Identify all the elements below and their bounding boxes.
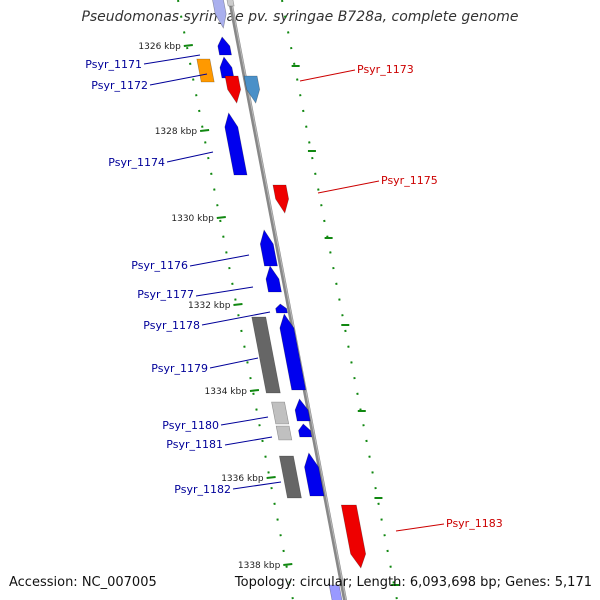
gene-label-psyr-1180: Psyr_1180	[162, 419, 219, 432]
scale-tick-label: 1336 kbp	[221, 474, 264, 484]
gene-arrow-psyr-1174	[224, 112, 248, 176]
gene-label-psyr-1176: Psyr_1176	[131, 259, 188, 272]
gene-arrow-psyr-1175	[272, 184, 289, 214]
scale-tick	[249, 389, 260, 392]
gene-arrow-psyr-1182	[304, 452, 325, 497]
label-leader-psyr-1178	[201, 311, 271, 326]
gene-arrow-psyr-1172	[219, 56, 235, 79]
gene-arrow-psyr-1183	[340, 504, 366, 569]
gene-label-psyr-1178: Psyr_1178	[143, 319, 200, 332]
gene-arrow-psyr-1176	[259, 229, 278, 267]
gene-arrow	[212, 0, 227, 29]
gene-arrow-other	[243, 75, 260, 104]
genome-backbone-highlight	[230, 0, 347, 600]
scale-tick-label: 1328 kbp	[155, 127, 198, 137]
gene-arrow-psyr-1178	[275, 303, 288, 314]
scale-tick-label: 1330 kbp	[171, 214, 214, 224]
scale-tick	[266, 476, 276, 479]
gene-arrow-pseudo	[251, 316, 281, 394]
genome-summary-text: Topology: circular; Length: 6,093,698 bp…	[234, 575, 592, 590]
label-leader-psyr-1180	[220, 416, 269, 426]
label-leader-psyr-1173	[299, 69, 356, 82]
scale-dots-left	[177, 0, 294, 600]
label-leader-psyr-1171	[143, 54, 201, 65]
scale-tick	[216, 216, 226, 219]
label-leader-psyr-1179	[209, 357, 259, 369]
gene-label-psyr-1177: Psyr_1177	[137, 288, 194, 301]
label-leader-psyr-1181	[224, 436, 273, 446]
gene-arrow-psyr-1179	[279, 313, 307, 391]
gene-arrow-psyr-1171	[217, 36, 232, 56]
scale-tick-label: 1334 kbp	[205, 387, 248, 397]
label-leader-psyr-1183	[395, 523, 445, 532]
gene-label-psyr-1179: Psyr_1179	[151, 362, 208, 375]
scale-tick	[199, 129, 210, 132]
accession-text: Accession: NC_007005	[9, 575, 157, 590]
gene-label-psyr-1172: Psyr_1172	[91, 79, 148, 92]
gene-label-psyr-1173: Psyr_1173	[357, 63, 414, 76]
map-title: Pseudomonas syringae pv. syringae B728a,…	[81, 9, 519, 25]
gene-arrow	[226, 0, 235, 7]
label-leader-psyr-1182	[232, 481, 282, 490]
gene-arrow-pseudo	[279, 455, 302, 499]
gene-label-psyr-1182: Psyr_1182	[174, 483, 231, 496]
gene-label-psyr-1171: Psyr_1171	[85, 58, 142, 71]
gene-arrow-rna	[196, 58, 215, 83]
gene-arrow-psyr-1173	[224, 75, 241, 104]
gene-label-psyr-1175: Psyr_1175	[381, 174, 438, 187]
gene-label-psyr-1174: Psyr_1174	[108, 156, 165, 169]
gene-arrow-pseudo	[275, 425, 293, 441]
scale-tick	[283, 563, 293, 566]
gene-arrow-pseudo	[271, 401, 290, 425]
scale-tick-label: 1326 kbp	[138, 42, 181, 52]
gene-arrow-psyr-1181	[298, 423, 313, 438]
label-leader-psyr-1176	[189, 254, 250, 267]
scale-dots-right	[281, 0, 398, 600]
scale-tick-label: 1332 kbp	[188, 301, 231, 311]
gene-arrow-psyr-1180	[294, 398, 311, 422]
scale-tick-label: 1338 kbp	[238, 561, 281, 571]
label-leader-psyr-1172	[149, 73, 208, 86]
gene-arrow-psyr-1177	[265, 265, 282, 293]
label-leader-psyr-1177	[195, 286, 254, 297]
scale-tick	[233, 303, 243, 306]
gene-arrow	[328, 584, 343, 600]
genome-backbone	[227, 0, 348, 600]
label-leader-psyr-1175	[317, 180, 380, 194]
scale-tick	[183, 44, 193, 47]
gene-label-psyr-1183: Psyr_1183	[446, 517, 503, 530]
gene-label-psyr-1181: Psyr_1181	[166, 438, 223, 451]
label-leader-psyr-1174	[166, 151, 214, 163]
